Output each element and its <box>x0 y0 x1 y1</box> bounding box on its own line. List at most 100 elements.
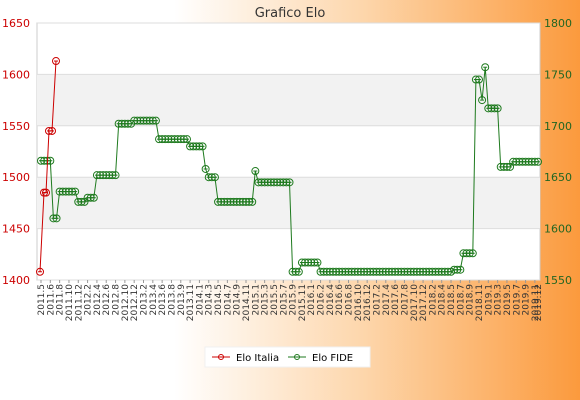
elo-fide-point <box>285 178 294 187</box>
x-tick-label: 2013.6 <box>158 284 168 316</box>
right-tick-label: 1550 <box>544 274 572 287</box>
x-tick-label: 2016.12 <box>363 284 373 321</box>
x-tick-label: 2018.4 <box>438 284 448 316</box>
x-tick-label: 2016.6 <box>335 284 345 316</box>
chart-title: Grafico Elo <box>255 6 326 21</box>
elo-fide-point <box>111 171 120 180</box>
elo-fide-point <box>201 164 210 173</box>
legend-box <box>204 346 371 368</box>
plot-area <box>36 22 541 281</box>
x-tick-label: 2014.11 <box>242 284 252 321</box>
left-tick-label: 1600 <box>2 68 30 81</box>
elo-fide-point <box>89 193 98 202</box>
x-tick-label: 2012.12 <box>130 284 140 321</box>
x-tick-label: 2014.3 <box>205 284 215 316</box>
x-tick-label: 2012.10 <box>121 284 131 321</box>
right-tick-label: 1800 <box>544 17 572 30</box>
x-tick-label: 2019.7 <box>512 284 522 316</box>
x-tick-label: 2013.8 <box>167 284 177 316</box>
elo-fide-point <box>248 197 257 206</box>
x-grid <box>40 280 536 283</box>
x-tick-label: 2015.7 <box>279 284 289 316</box>
right-tick-label: 1750 <box>544 68 572 81</box>
x-tick-label: 2015.3 <box>261 284 271 316</box>
x-tick-label: 2013.9 <box>177 284 187 316</box>
right-tick-label: 1700 <box>544 120 572 133</box>
elo-fide-point <box>468 249 477 258</box>
elo-fide-point <box>313 258 322 267</box>
right-tick-label: 1600 <box>544 223 572 236</box>
x-tick-label: 2017.6 <box>391 284 401 316</box>
elo-fide-point <box>481 63 490 72</box>
x-tick-label: 2019.5 <box>503 284 513 316</box>
x-tick-label: 2012.2 <box>84 284 94 316</box>
elo-fide-point <box>182 135 191 144</box>
left-tick-label: 1500 <box>2 171 30 184</box>
elo-fide-point <box>474 75 483 84</box>
x-tick-label: 2014.5 <box>214 284 224 316</box>
x-tick-label: 2018.7 <box>456 284 466 316</box>
x-tick-label: 2015.9 <box>289 284 299 316</box>
x-tick-label: 2016.4 <box>326 284 336 316</box>
x-tick-label: 2017.10 <box>410 284 420 321</box>
x-tick-label: 2017.12 <box>419 284 429 321</box>
legend-label: Elo FIDE <box>312 353 353 364</box>
x-tick-label: 2018.11 <box>475 284 485 321</box>
x-tick-label: 2014.1 <box>195 284 205 316</box>
legend-label: Elo Italia <box>236 353 279 364</box>
elo-fide-point <box>493 104 502 113</box>
elo-fide-point <box>52 214 61 223</box>
elo-italia-point <box>48 126 56 135</box>
left-axis: 1400 1450 1500 1550 1600 1650 <box>2 17 30 287</box>
x-tick-label: 2016.8 <box>345 284 355 316</box>
x-tick-label: 2011.8 <box>56 284 66 316</box>
x-tick-label: 2013.4 <box>149 284 159 316</box>
elo-fide-point <box>210 173 219 182</box>
x-tick-label: 2015.5 <box>270 284 280 316</box>
elo-italia-point <box>42 188 50 197</box>
elo-italia-line <box>39 60 57 272</box>
elo-fide-point <box>251 167 260 176</box>
x-tick-label: 2016.1 <box>307 284 317 316</box>
right-axis: 1550 1600 1650 1700 1750 1800 <box>544 17 572 287</box>
x-tick-label: 2012.8 <box>112 284 122 316</box>
elo-italia-point <box>36 267 44 276</box>
grid-band <box>37 74 540 126</box>
x-tick-label: 2017.8 <box>400 284 410 316</box>
x-tick-label: 2017.4 <box>382 284 392 316</box>
elo-fide-point <box>71 187 80 196</box>
left-tick-label: 1400 <box>2 274 30 287</box>
series-layer <box>36 57 542 276</box>
right-tick-label: 1650 <box>544 171 572 184</box>
x-tick-label: 2013.2 <box>140 284 150 316</box>
elo-fide-point <box>534 157 542 166</box>
x-tick-label: 2013.11 <box>186 284 196 321</box>
elo-fide-series <box>37 63 542 276</box>
x-tick-label: 2011.12 <box>74 284 84 321</box>
x-tick-label: 2018.2 <box>428 284 438 316</box>
elo-fide-point <box>456 265 465 274</box>
elo-fide-point <box>151 116 160 125</box>
legend-swatch-marker <box>294 354 300 360</box>
left-tick-label: 1550 <box>2 120 30 133</box>
x-tick-label: 2016.10 <box>354 284 364 321</box>
left-tick-label: 1450 <box>2 223 30 236</box>
x-tick-label: 2017.2 <box>372 284 382 316</box>
x-tick-label: 2012.6 <box>102 284 112 316</box>
elo-italia-series <box>36 57 60 276</box>
x-tick-label: 2014.9 <box>233 284 243 316</box>
elo-italia-point <box>52 57 60 66</box>
x-tick-label: 2014.7 <box>223 284 233 316</box>
elo-fide-point <box>294 267 303 276</box>
left-tick-label: 1650 <box>2 17 30 30</box>
x-tick-label: 2015.1 <box>251 284 261 316</box>
legend-swatch-marker <box>218 354 224 360</box>
elo-fide-point <box>46 156 55 165</box>
legend: Elo Italia Elo FIDE <box>204 346 371 368</box>
x-axis: 2011.5 2011.6 2011.8 2011.10 2011.12 2012.2 20… <box>37 284 544 321</box>
x-tick-label: 2018.5 <box>447 284 457 316</box>
x-tick-label-last: 2019.12 <box>534 284 544 321</box>
elo-fide-point <box>478 96 487 105</box>
